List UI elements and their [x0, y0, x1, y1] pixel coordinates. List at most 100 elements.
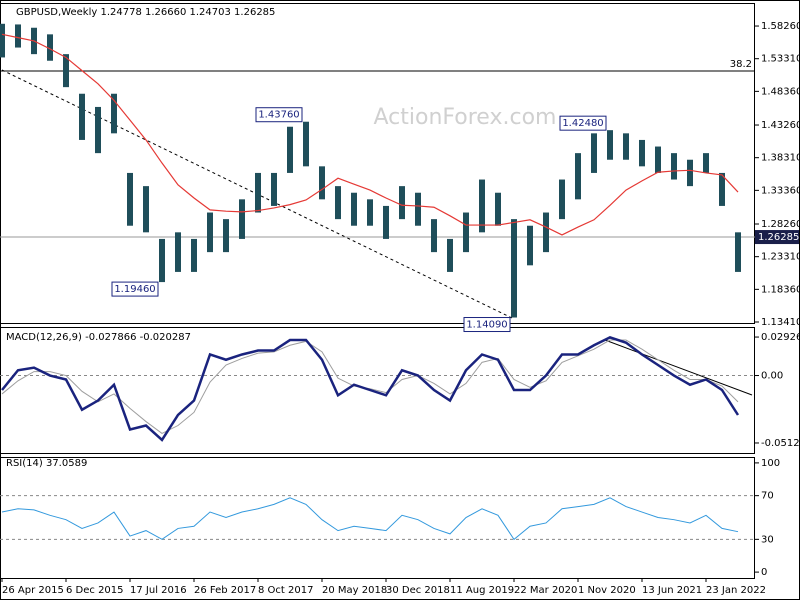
price-bar: [719, 172, 725, 206]
x-tick-label: 11 Aug 2019: [450, 585, 514, 596]
price-bar: [79, 93, 85, 140]
annotation-label: 1.42480: [562, 118, 603, 129]
panel-frame: [0, 457, 755, 579]
chart-title: MACD(12,26,9) -0.027866 -0.020287: [6, 332, 191, 343]
price-bar: [671, 153, 677, 180]
y-tick-label: 1.13410: [761, 317, 800, 328]
price-bar: [687, 159, 693, 187]
price-bar: [447, 238, 453, 272]
chart-title: RSI(14) 37.0589: [6, 458, 87, 469]
panel-frame: [0, 327, 755, 454]
price-bar: [479, 179, 485, 233]
y-tick-label: 1.53310: [761, 54, 800, 65]
price-bar: [607, 130, 613, 160]
price-bar: [463, 212, 469, 253]
price-bar: [111, 93, 117, 134]
price-bar: [623, 133, 629, 160]
last-price-box: [755, 230, 799, 245]
price-bar: [527, 225, 533, 266]
price-bar: [303, 121, 309, 167]
y-tick-label: 100: [761, 458, 780, 469]
x-tick-label: 8 Oct 2017: [258, 585, 313, 596]
annotation-label: 1.43760: [258, 110, 299, 121]
y-tick-label: 0.029261: [761, 332, 800, 343]
trendline: [604, 339, 753, 396]
x-tick-label: 30 Dec 2018: [386, 585, 450, 596]
y-tick-label: -0.051279: [761, 438, 800, 449]
price-bar: [63, 54, 69, 88]
price-bar: [95, 106, 101, 154]
price-bar: [511, 219, 517, 318]
price-bar: [15, 24, 21, 48]
price-bar: [415, 192, 421, 226]
price-bar: [575, 153, 581, 200]
x-tick-label: 1 Nov 2020: [578, 585, 636, 596]
y-tick-label: 1.48360: [761, 86, 800, 97]
price-bar: [175, 232, 181, 272]
chart-title: GBPUSD,Weekly 1.24778 1.26660 1.24703 1.…: [16, 7, 275, 18]
y-tick-label: 1.58260: [761, 21, 800, 32]
price-bar: [159, 238, 165, 283]
price-bar: [735, 232, 741, 272]
annotation-label: 1.19460: [114, 284, 155, 295]
annotation-box: [463, 317, 511, 333]
x-tick-label: 20 May 2018: [322, 585, 387, 596]
price-bar: [367, 199, 373, 226]
watermark: ActionForex.com: [374, 105, 557, 130]
price-bar: [271, 172, 277, 206]
price-bar: [383, 205, 389, 239]
y-tick-label: 1.23310: [761, 252, 800, 263]
x-tick-label: 26 Feb 2017: [194, 585, 256, 596]
price-bar: [255, 172, 261, 213]
price-bar: [207, 212, 213, 253]
panel-frame: [0, 3, 755, 324]
price-bar: [543, 212, 549, 253]
price-bar: [351, 192, 357, 226]
x-tick-label: 23 Jan 2022: [706, 585, 766, 596]
x-tick-label: 6 Dec 2015: [66, 585, 124, 596]
y-tick-label: 1.18360: [761, 284, 800, 295]
price-bar: [127, 172, 133, 226]
x-tick-label: 22 Mar 2020: [514, 585, 577, 596]
price-bar: [431, 219, 437, 253]
y-tick-label: 1.38310: [761, 153, 800, 164]
last-price-label: 1.26285: [758, 232, 799, 243]
price-bar: [287, 126, 293, 173]
y-tick-label: 0.00: [761, 371, 783, 382]
rsi-line: [1, 497, 739, 541]
price-bar: [47, 34, 53, 61]
price-bar: [223, 219, 229, 253]
level-label: 38.2: [730, 59, 752, 70]
price-bar: [703, 153, 709, 173]
x-tick-label: 26 Apr 2015: [2, 585, 64, 596]
price-bar: [591, 133, 597, 173]
macd-line: [1, 336, 740, 442]
moving-average: [1, 33, 739, 236]
price-bar: [399, 186, 405, 220]
y-tick-label: 30: [761, 534, 774, 545]
annotation-box: [559, 115, 607, 131]
y-tick-label: 1.43260: [761, 120, 800, 131]
price-bar: [639, 139, 645, 167]
price-bar: [239, 199, 245, 239]
price-bar: [335, 186, 341, 220]
annotation-label: 1.14090: [466, 320, 507, 331]
y-tick-label: 1.28260: [761, 219, 800, 230]
price-bar: [495, 192, 501, 226]
price-bar: [319, 166, 325, 200]
price-bar: [191, 238, 197, 272]
price-bar: [0, 23, 5, 58]
price-bar: [559, 179, 565, 220]
y-tick-label: 1.33360: [761, 185, 800, 196]
y-tick-label: 0: [761, 567, 767, 578]
annotation-box: [111, 281, 159, 297]
price-bar: [655, 146, 661, 173]
annotation-box: [255, 107, 303, 123]
price-bar: [143, 186, 149, 233]
x-tick-label: 13 Jun 2021: [642, 585, 702, 596]
y-tick-label: 70: [761, 491, 774, 502]
x-tick-label: 17 Jul 2016: [130, 585, 187, 596]
